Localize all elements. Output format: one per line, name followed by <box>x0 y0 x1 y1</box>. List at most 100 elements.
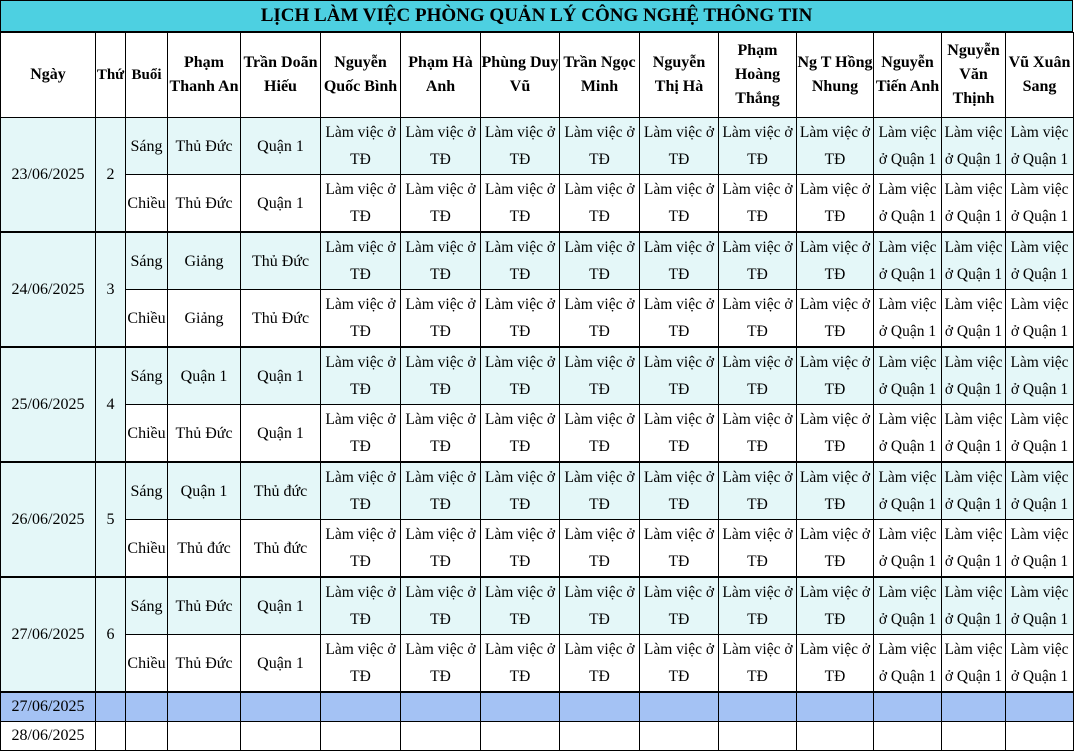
empty-cell[interactable] <box>95 721 126 751</box>
column-header[interactable]: Phạm Hoàng Thắng <box>718 32 797 118</box>
empty-cell[interactable] <box>400 721 481 751</box>
work-cell[interactable]: Làm việc ở Quận 1 <box>873 519 942 578</box>
location-cell[interactable]: Thủ Đức <box>240 289 321 348</box>
work-cell[interactable]: Làm việc ở Quận 1 <box>1005 576 1074 635</box>
work-cell[interactable]: Làm việc ở TĐ <box>400 231 481 290</box>
work-cell[interactable]: Làm việc ở Quận 1 <box>941 404 1006 463</box>
empty-cell[interactable] <box>95 691 126 722</box>
column-header[interactable]: Ng T Hồng Nhung <box>796 32 874 118</box>
work-cell[interactable]: Làm việc ở Quận 1 <box>941 634 1006 693</box>
date-cell[interactable]: 27/06/2025 <box>0 576 96 693</box>
session-cell[interactable]: Chiều <box>125 404 168 463</box>
work-cell[interactable]: Làm việc ở TĐ <box>320 346 401 405</box>
work-cell[interactable]: Làm việc ở TĐ <box>639 117 719 175</box>
work-cell[interactable]: Làm việc ở TĐ <box>400 576 481 635</box>
work-cell[interactable]: Làm việc ở TĐ <box>559 174 640 233</box>
location-cell[interactable]: Quận 1 <box>240 634 321 693</box>
column-header[interactable]: Thứ <box>95 32 126 118</box>
work-cell[interactable]: Làm việc ở TĐ <box>480 404 560 463</box>
column-header[interactable]: Phạm Thanh An <box>167 32 241 118</box>
empty-cell[interactable] <box>480 721 560 751</box>
work-cell[interactable]: Làm việc ở TĐ <box>320 461 401 520</box>
work-cell[interactable]: Làm việc ở Quận 1 <box>941 231 1006 290</box>
work-cell[interactable]: Làm việc ở TĐ <box>796 289 874 348</box>
work-cell[interactable]: Làm việc ở Quận 1 <box>873 174 942 233</box>
work-cell[interactable]: Làm việc ở Quận 1 <box>873 576 942 635</box>
work-cell[interactable]: Làm việc ở Quận 1 <box>1005 231 1074 290</box>
work-cell[interactable]: Làm việc ở TĐ <box>718 404 797 463</box>
empty-cell[interactable] <box>240 721 321 751</box>
work-cell[interactable]: Làm việc ở Quận 1 <box>1005 174 1074 233</box>
session-cell[interactable]: Sáng <box>125 231 168 290</box>
work-cell[interactable]: Làm việc ở TĐ <box>639 346 719 405</box>
work-cell[interactable]: Làm việc ở TĐ <box>480 461 560 520</box>
empty-cell[interactable] <box>480 691 560 722</box>
empty-cell[interactable] <box>167 691 241 722</box>
column-header[interactable]: Phạm Hà Anh <box>400 32 481 118</box>
work-cell[interactable]: Làm việc ở Quận 1 <box>1005 117 1074 175</box>
date-cell[interactable]: 28/06/2025 <box>0 721 96 751</box>
work-cell[interactable]: Làm việc ở Quận 1 <box>1005 289 1074 348</box>
work-cell[interactable]: Làm việc ở TĐ <box>796 117 874 175</box>
work-cell[interactable]: Làm việc ở Quận 1 <box>941 576 1006 635</box>
empty-cell[interactable] <box>125 691 168 722</box>
column-header[interactable]: Vũ Xuân Sang <box>1005 32 1074 118</box>
date-cell[interactable]: 26/06/2025 <box>0 461 96 578</box>
work-cell[interactable]: Làm việc ở TĐ <box>480 346 560 405</box>
work-cell[interactable]: Làm việc ở TĐ <box>718 634 797 693</box>
work-cell[interactable]: Làm việc ở Quận 1 <box>941 461 1006 520</box>
sheet-title[interactable]: LỊCH LÀM VIỆC PHÒNG QUẢN LÝ CÔNG NGHỆ TH… <box>0 0 1073 32</box>
work-cell[interactable]: Làm việc ở TĐ <box>796 346 874 405</box>
work-cell[interactable]: Làm việc ở TĐ <box>718 576 797 635</box>
empty-cell[interactable] <box>559 691 640 722</box>
location-cell[interactable]: Quận 1 <box>167 346 241 405</box>
location-cell[interactable]: Thủ Đức <box>240 231 321 290</box>
empty-cell[interactable] <box>559 721 640 751</box>
work-cell[interactable]: Làm việc ở TĐ <box>639 576 719 635</box>
work-cell[interactable]: Làm việc ở TĐ <box>796 404 874 463</box>
work-cell[interactable]: Làm việc ở TĐ <box>400 634 481 693</box>
work-cell[interactable]: Làm việc ở Quận 1 <box>1005 346 1074 405</box>
work-cell[interactable]: Làm việc ở TĐ <box>400 461 481 520</box>
date-cell[interactable]: 23/06/2025 <box>0 117 96 233</box>
session-cell[interactable]: Chiều <box>125 634 168 693</box>
weekday-cell[interactable]: 2 <box>95 117 126 233</box>
session-cell[interactable]: Chiều <box>125 519 168 578</box>
work-cell[interactable]: Làm việc ở TĐ <box>559 634 640 693</box>
work-cell[interactable]: Làm việc ở TĐ <box>400 117 481 175</box>
work-cell[interactable]: Làm việc ở TĐ <box>400 404 481 463</box>
empty-cell[interactable] <box>125 721 168 751</box>
work-cell[interactable]: Làm việc ở TĐ <box>639 289 719 348</box>
work-cell[interactable]: Làm việc ở TĐ <box>559 289 640 348</box>
work-cell[interactable]: Làm việc ở Quận 1 <box>873 404 942 463</box>
work-cell[interactable]: Làm việc ở TĐ <box>480 174 560 233</box>
session-cell[interactable]: Chiều <box>125 174 168 233</box>
work-cell[interactable]: Làm việc ở Quận 1 <box>941 174 1006 233</box>
work-cell[interactable]: Làm việc ở TĐ <box>400 289 481 348</box>
work-cell[interactable]: Làm việc ở Quận 1 <box>873 461 942 520</box>
empty-cell[interactable] <box>796 721 874 751</box>
work-cell[interactable]: Làm việc ở Quận 1 <box>941 519 1006 578</box>
work-cell[interactable]: Làm việc ở TĐ <box>718 174 797 233</box>
work-cell[interactable]: Làm việc ở Quận 1 <box>1005 519 1074 578</box>
work-cell[interactable]: Làm việc ở TĐ <box>559 117 640 175</box>
work-cell[interactable]: Làm việc ở TĐ <box>320 519 401 578</box>
location-cell[interactable]: Giảng <box>167 289 241 348</box>
work-cell[interactable]: Làm việc ở TĐ <box>718 117 797 175</box>
column-header[interactable]: Phùng Duy Vũ <box>480 32 560 118</box>
column-header[interactable]: Trần Doãn Hiếu <box>240 32 321 118</box>
work-cell[interactable]: Làm việc ở TĐ <box>480 289 560 348</box>
work-cell[interactable]: Làm việc ở TĐ <box>400 174 481 233</box>
work-cell[interactable]: Làm việc ở TĐ <box>639 634 719 693</box>
empty-cell[interactable] <box>873 721 942 751</box>
work-cell[interactable]: Làm việc ở TĐ <box>718 519 797 578</box>
work-cell[interactable]: Làm việc ở Quận 1 <box>873 231 942 290</box>
location-cell[interactable]: Quận 1 <box>240 404 321 463</box>
empty-cell[interactable] <box>718 691 797 722</box>
work-cell[interactable]: Làm việc ở TĐ <box>796 576 874 635</box>
work-cell[interactable]: Làm việc ở Quận 1 <box>1005 634 1074 693</box>
work-cell[interactable]: Làm việc ở TĐ <box>796 519 874 578</box>
work-cell[interactable]: Làm việc ở TĐ <box>320 231 401 290</box>
work-cell[interactable]: Làm việc ở TĐ <box>718 231 797 290</box>
work-cell[interactable]: Làm việc ở Quận 1 <box>873 346 942 405</box>
